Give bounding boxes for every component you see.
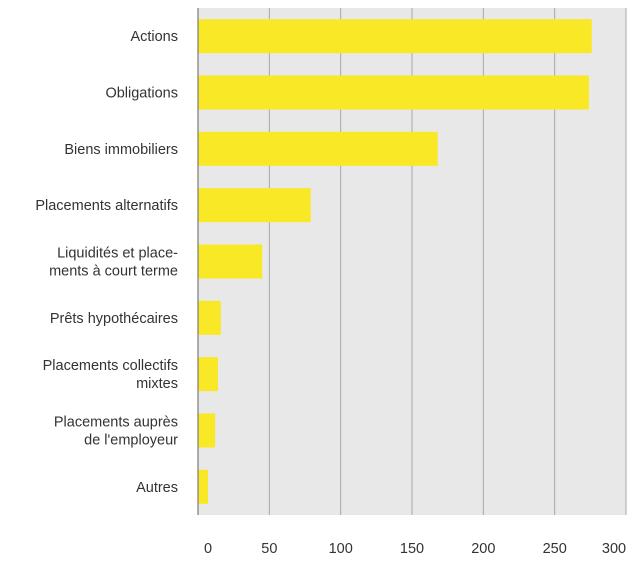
category-label-line: Prêts hypothécaires (50, 311, 178, 327)
x-tick-label: 300 (602, 541, 626, 557)
category-label-line: Placements alternatifs (35, 198, 178, 214)
x-tick-label: 50 (261, 541, 277, 557)
bars (198, 19, 592, 504)
x-tick-label: 150 (400, 541, 424, 557)
category-label: Placements auprès de l'employeur (54, 415, 178, 449)
category-label: Actions (130, 29, 178, 45)
x-tick-label: 0 (204, 541, 212, 557)
bar (198, 469, 208, 504)
bar (198, 188, 311, 223)
bar (198, 357, 218, 392)
category-label-line: Autres (136, 480, 178, 496)
x-tick-label: 250 (543, 541, 567, 557)
x-tick-labels: 0 50 100 150 200 250 300 (204, 541, 626, 557)
category-label: Prêts hypothécaires (50, 311, 178, 327)
category-label-line: Placements auprès (54, 415, 178, 431)
bar (198, 413, 216, 448)
category-label-line: ments à court terme (49, 264, 178, 280)
category-label-line: Placements collectifs (43, 358, 178, 374)
category-label: Placements alternatifs (35, 198, 178, 214)
category-label: Placements collectifs mixtes (43, 358, 178, 392)
bar (198, 300, 221, 335)
bar (198, 75, 589, 110)
category-label-line: Liquidités et place- (57, 246, 178, 262)
category-label-line: Obligations (105, 86, 178, 102)
bar (198, 131, 438, 166)
category-label: Autres (136, 480, 178, 496)
category-label-line: mixtes (136, 376, 178, 392)
category-label: Biens immobiliers (64, 142, 178, 158)
category-label-line: Biens immobiliers (64, 142, 178, 158)
category-label: Obligations (105, 86, 178, 102)
x-tick-label: 100 (329, 541, 353, 557)
category-label-line: Actions (130, 29, 178, 45)
bar (198, 244, 263, 279)
bar (198, 19, 592, 54)
category-label-line: de l'employeur (84, 433, 178, 449)
category-label: Liquidités et place-ments à court terme (49, 246, 178, 280)
x-tick-label: 200 (471, 541, 495, 557)
category-labels: Actions Obligations Biens immobiliers Place… (35, 29, 178, 496)
